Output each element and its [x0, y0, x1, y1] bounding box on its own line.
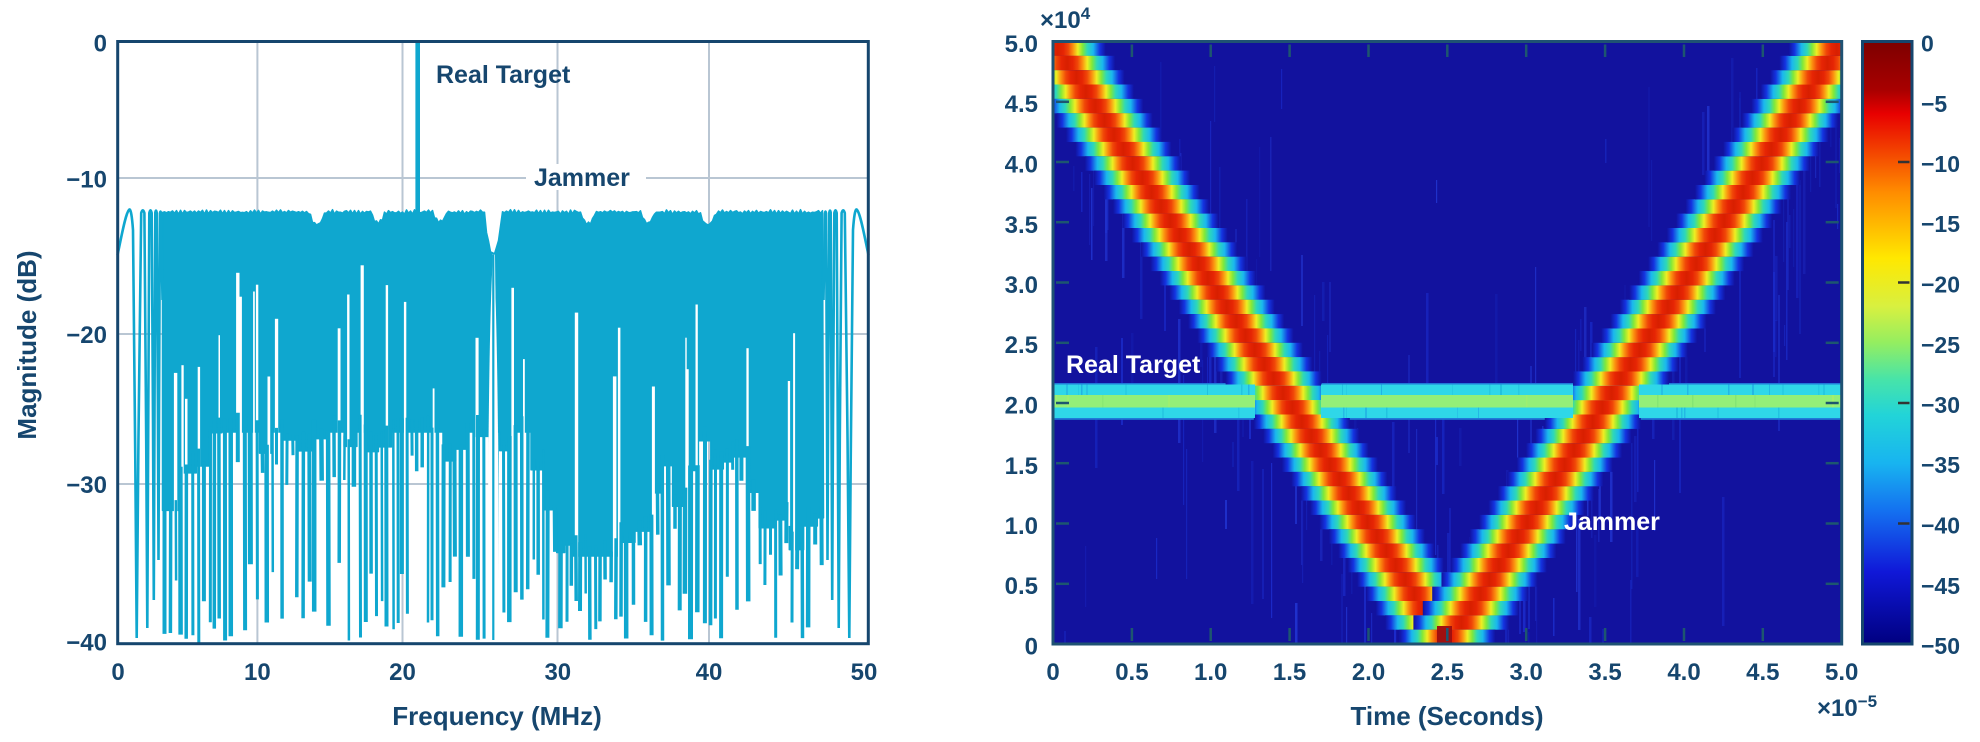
svg-text:5.0: 5.0	[1005, 31, 1038, 58]
svg-text:2.0: 2.0	[1005, 393, 1038, 420]
svg-text:1.0: 1.0	[1194, 659, 1227, 686]
svg-text:1.5: 1.5	[1273, 659, 1306, 686]
svg-text:40: 40	[696, 659, 723, 686]
svg-text:50: 50	[851, 659, 878, 686]
svg-text:0.5: 0.5	[1005, 573, 1038, 600]
svg-text:−15: −15	[1921, 211, 1960, 237]
svg-text:−10: −10	[66, 167, 107, 194]
svg-text:0: 0	[94, 31, 107, 58]
svg-text:×104: ×104	[1040, 4, 1091, 34]
svg-text:30: 30	[544, 659, 571, 686]
svg-text:Time (Seconds): Time (Seconds)	[1350, 701, 1543, 731]
svg-text:−30: −30	[1921, 392, 1960, 418]
svg-text:Real Target: Real Target	[1066, 351, 1201, 379]
svg-text:0: 0	[1025, 634, 1038, 661]
svg-text:5.0: 5.0	[1825, 659, 1858, 686]
svg-text:20: 20	[389, 659, 416, 686]
svg-text:4.0: 4.0	[1667, 659, 1700, 686]
svg-text:3.0: 3.0	[1005, 272, 1038, 299]
svg-text:−25: −25	[1921, 332, 1960, 358]
svg-text:3.5: 3.5	[1588, 659, 1621, 686]
svg-text:0: 0	[1046, 659, 1059, 686]
svg-text:2.0: 2.0	[1352, 659, 1385, 686]
svg-text:−20: −20	[66, 322, 107, 349]
svg-text:−5: −5	[1921, 91, 1947, 117]
svg-text:−50: −50	[1921, 633, 1960, 659]
svg-text:3.5: 3.5	[1005, 212, 1038, 239]
svg-text:−40: −40	[66, 630, 107, 657]
svg-text:3.0: 3.0	[1510, 659, 1543, 686]
svg-text:1.0: 1.0	[1005, 513, 1038, 540]
svg-text:0.5: 0.5	[1115, 659, 1148, 686]
svg-text:−30: −30	[66, 472, 107, 499]
svg-text:×10−5: ×10−5	[1817, 692, 1877, 722]
svg-text:−10: −10	[1921, 151, 1960, 177]
svg-text:2.5: 2.5	[1431, 659, 1464, 686]
svg-text:Jammer: Jammer	[534, 164, 630, 192]
svg-text:0: 0	[111, 659, 124, 686]
svg-text:−40: −40	[1921, 513, 1960, 539]
svg-text:4.5: 4.5	[1746, 659, 1779, 686]
svg-text:2.5: 2.5	[1005, 332, 1038, 359]
svg-text:Jammer: Jammer	[1564, 508, 1660, 536]
svg-text:Frequency (MHz): Frequency (MHz)	[392, 701, 601, 731]
svg-text:−35: −35	[1921, 452, 1960, 478]
svg-text:−20: −20	[1921, 272, 1960, 298]
svg-text:1.5: 1.5	[1005, 453, 1038, 480]
svg-text:Real Target: Real Target	[436, 61, 571, 89]
svg-text:4.5: 4.5	[1005, 91, 1038, 118]
svg-text:0: 0	[1921, 31, 1934, 57]
svg-text:10: 10	[244, 659, 271, 686]
svg-text:Magnitude (dB): Magnitude (dB)	[12, 250, 42, 439]
svg-text:−45: −45	[1921, 573, 1960, 599]
svg-text:4.0: 4.0	[1005, 152, 1038, 179]
